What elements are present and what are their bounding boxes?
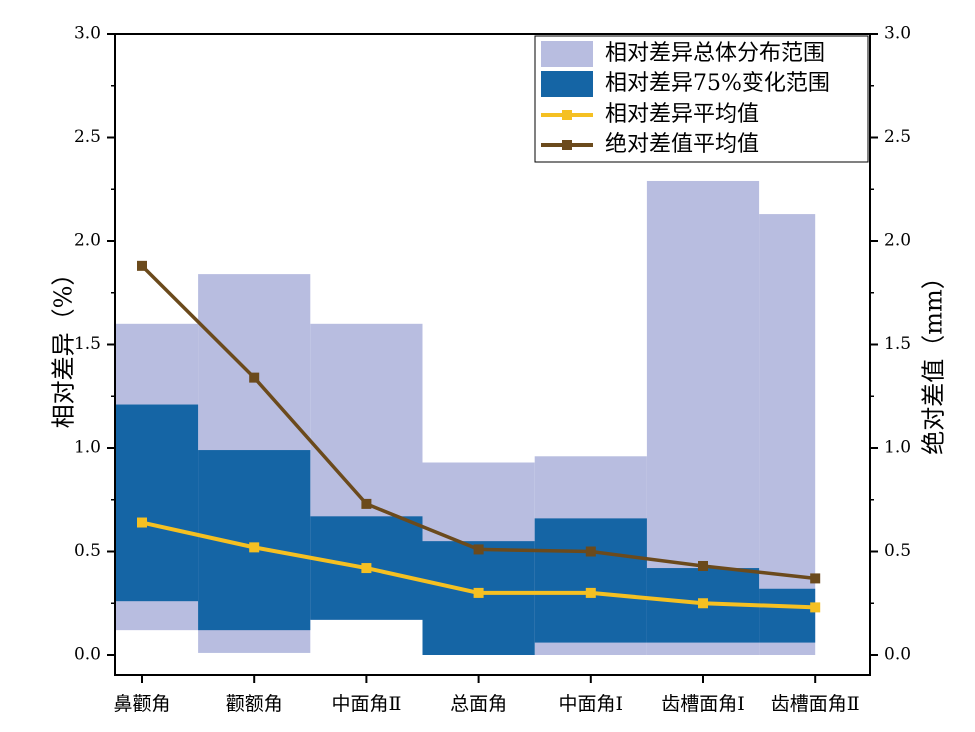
right-tick-label: 1.5	[884, 334, 911, 354]
absolute-mean-point	[473, 544, 484, 555]
category-labels: 鼻颧角 颧额角 中面角Ⅱ 总面角 中面角Ⅰ 齿槽面角Ⅰ 齿槽面角Ⅱ	[113, 675, 860, 715]
axis-ticks: 0.0 0.0 0.5 0.5 1.0 1.0 1.5 1.5 2.0 2.0 2.5 2.5 3.0 3…	[74, 24, 911, 665]
range-75-bar	[115, 404, 199, 602]
relative-mean-point	[249, 542, 260, 553]
right-tick-label: 2.0	[884, 231, 911, 251]
category-label: 总面角	[450, 693, 507, 715]
plot-border	[114, 33, 871, 676]
relative-mean-point	[473, 587, 484, 598]
right-axis-title: 绝对差值（mm）	[920, 265, 948, 455]
category-label: 颧额角	[226, 693, 283, 715]
right-tick-label: 0.0	[884, 645, 911, 665]
legend-swatch	[541, 71, 593, 97]
left-tick-label: 3.0	[74, 24, 101, 44]
range-75-bar	[759, 588, 816, 643]
legend-label: 绝对差值平均值	[605, 132, 759, 157]
range-75-bar	[422, 541, 535, 655]
legend-marker	[562, 110, 572, 120]
mean-lines	[137, 260, 821, 613]
relative-mean-point	[137, 517, 147, 528]
absolute-mean-point	[361, 498, 372, 509]
left-tick-label: 0.5	[74, 541, 101, 561]
right-tick-label: 1.0	[884, 438, 911, 458]
right-tick-label: 0.5	[884, 541, 911, 561]
absolute-mean-point	[810, 573, 821, 584]
category-label: 齿槽面角Ⅰ	[661, 693, 745, 715]
overall-range-bar	[759, 214, 816, 655]
relative-mean-point	[585, 587, 596, 598]
legend-label: 相对差异平均值	[605, 102, 759, 127]
right-tick-label: 2.5	[884, 127, 911, 147]
left-tick-label: 1.5	[74, 334, 101, 354]
left-axis-title: 相对差异（%）	[50, 262, 78, 429]
relative-mean-point	[361, 563, 372, 574]
range-75-bar	[534, 518, 647, 643]
left-tick-label: 1.0	[74, 438, 101, 458]
relative-mean-point	[810, 602, 821, 613]
absolute-mean-point	[698, 560, 708, 571]
legend-marker	[562, 140, 572, 150]
legend-swatch	[541, 41, 593, 67]
category-label: 中面角Ⅱ	[331, 693, 401, 715]
category-label: 齿槽面角Ⅱ	[771, 693, 860, 715]
left-tick-label: 2.5	[74, 127, 101, 147]
category-label: 鼻颧角	[113, 693, 170, 715]
absolute-mean-point	[137, 260, 147, 271]
absolute-mean-point	[585, 546, 596, 557]
relative-mean-point	[698, 598, 708, 609]
legend-label: 相对差异总体分布范围	[605, 41, 825, 66]
plot-frame	[114, 33, 871, 676]
legend-label: 相对差异75%变化范围	[605, 71, 830, 96]
absolute-mean-point	[249, 372, 260, 383]
left-tick-label: 2.0	[74, 231, 101, 251]
category-label: 中面角Ⅰ	[559, 693, 624, 715]
right-tick-label: 3.0	[884, 24, 911, 44]
left-tick-label: 0.0	[74, 645, 101, 665]
